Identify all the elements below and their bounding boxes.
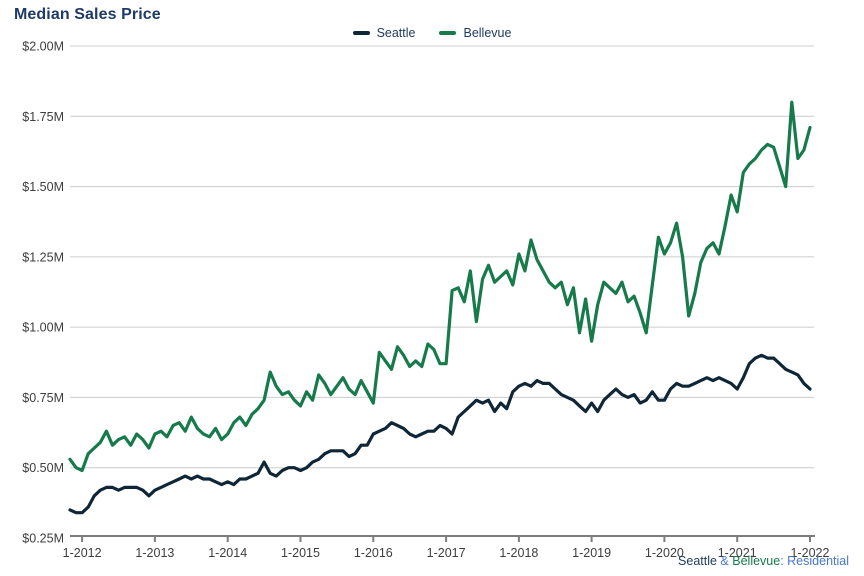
legend-label-bellevue: Bellevue — [463, 26, 512, 40]
footer-part: Seattle — [678, 554, 717, 568]
seattle-line-swatch — [352, 31, 370, 35]
price-line-seattle — [68, 353, 812, 515]
x-axis-tick-label: 1-2015 — [281, 546, 320, 560]
legend-item-seattle: Seattle — [352, 26, 416, 40]
y-axis-tick-label: $1.50M — [22, 180, 64, 194]
y-axis-tick-label: $0.50M — [22, 461, 64, 475]
y-axis-tick-label: $0.75M — [22, 391, 64, 405]
x-axis-tick-label: 1-2022 — [791, 546, 830, 560]
x-axis-tick-label: 1-2019 — [572, 546, 611, 560]
footer-part: & — [716, 554, 733, 568]
legend-item-bellevue: Bellevue — [439, 26, 511, 40]
y-axis-tick-label: $0.25M — [22, 532, 64, 546]
x-axis-tick-label: 1-2016 — [354, 546, 393, 560]
x-axis-tick-label: 1-2012 — [63, 546, 102, 560]
x-axis-tick-label: 1-2013 — [135, 546, 174, 560]
y-axis-tick-label: $1.75M — [22, 110, 64, 124]
footer-part: Residential — [787, 554, 849, 568]
bellevue-line-swatch — [439, 31, 457, 35]
price-line-bellevue — [68, 100, 812, 473]
footer-part: Bellevue — [732, 554, 781, 568]
x-axis-tick-label: 1-2018 — [499, 546, 538, 560]
x-axis-tick-label: 1-2020 — [645, 546, 684, 560]
x-axis-tick-label: 1-2017 — [427, 546, 466, 560]
legend-label-seattle: Seattle — [376, 26, 416, 40]
footer-part: : — [780, 554, 788, 568]
y-axis-tick-label: $1.25M — [22, 250, 64, 264]
chart-title: Median Sales Price — [14, 6, 161, 23]
x-axis-tick-label: 1-2021 — [718, 546, 757, 560]
x-axis-tick-label: 1-2014 — [208, 546, 247, 560]
y-axis-tick-label: $2.00M — [22, 40, 64, 54]
y-axis-tick-label: $1.00M — [22, 321, 64, 335]
footer-caption: Seattle & Bellevue: Residential — [678, 554, 849, 568]
legend: Seattle Bellevue — [0, 26, 864, 40]
